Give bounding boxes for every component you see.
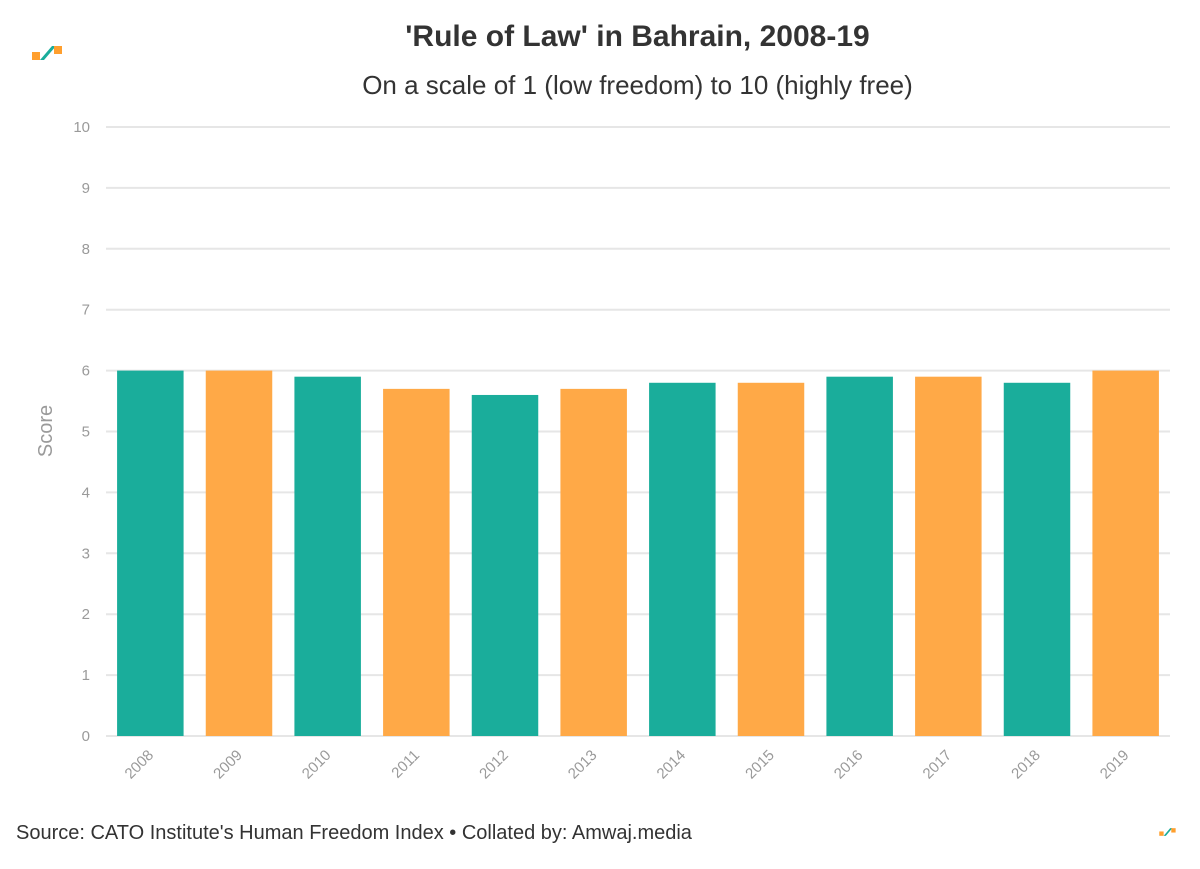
bar-2016 [826, 376, 893, 736]
y-tick-label: 5 [82, 424, 90, 441]
bar-2010 [294, 376, 361, 736]
bar-2017 [915, 376, 982, 736]
x-tick-label: 2015 [742, 747, 778, 783]
x-tick-labels: 2008 2009 2010 2011 2012 2013 2014 2015 2016 2017… [122, 747, 1133, 783]
brand-logo-icon [32, 46, 62, 60]
x-tick-label: 2016 [831, 747, 867, 783]
bars [117, 370, 1159, 736]
x-tick-label: 2014 [654, 747, 690, 783]
y-tick-label: 4 [82, 484, 90, 501]
x-tick-label: 2008 [122, 747, 158, 783]
bar-2019 [1092, 370, 1159, 736]
bar-2013 [560, 388, 627, 736]
y-tick-label: 7 [82, 302, 90, 319]
bar-2009 [205, 370, 273, 736]
bar-2015 [737, 382, 805, 736]
brand-logo-small-icon [1159, 828, 1176, 836]
y-axis-label: Score [35, 405, 57, 457]
y-tick-label: 0 [82, 728, 90, 745]
y-tick-label: 9 [82, 180, 90, 197]
y-tick-label: 10 [73, 119, 90, 136]
x-tick-label: 2018 [1008, 747, 1044, 783]
x-tick-label: 2010 [299, 747, 335, 783]
chart-title: 'Rule of Law' in Bahrain, 2008-19 [405, 20, 870, 53]
x-tick-label: 2013 [565, 747, 601, 783]
grid-lines [106, 126, 1170, 737]
y-tick-label: 3 [82, 545, 90, 562]
x-tick-label: 2011 [388, 747, 423, 782]
bar-2011 [383, 388, 450, 736]
y-tick-label: 8 [82, 241, 90, 258]
bar-2008 [117, 370, 184, 736]
y-tick-label: 2 [82, 606, 90, 623]
x-tick-label: 2017 [920, 747, 956, 783]
bar-2018 [1003, 382, 1071, 736]
bar-2012 [471, 394, 539, 736]
chart-subtitle: On a scale of 1 (low freedom) to 10 (hig… [362, 70, 913, 100]
y-tick-labels: 0 1 2 3 4 5 6 7 8 9 10 [73, 119, 90, 745]
x-tick-label: 2009 [210, 747, 246, 783]
bar-2014 [649, 382, 716, 736]
x-tick-label: 2019 [1097, 747, 1133, 783]
x-tick-label: 2012 [476, 747, 512, 783]
source-note: Source: CATO Institute's Human Freedom I… [16, 822, 692, 844]
y-tick-label: 6 [82, 363, 90, 380]
y-tick-label: 1 [82, 667, 90, 684]
